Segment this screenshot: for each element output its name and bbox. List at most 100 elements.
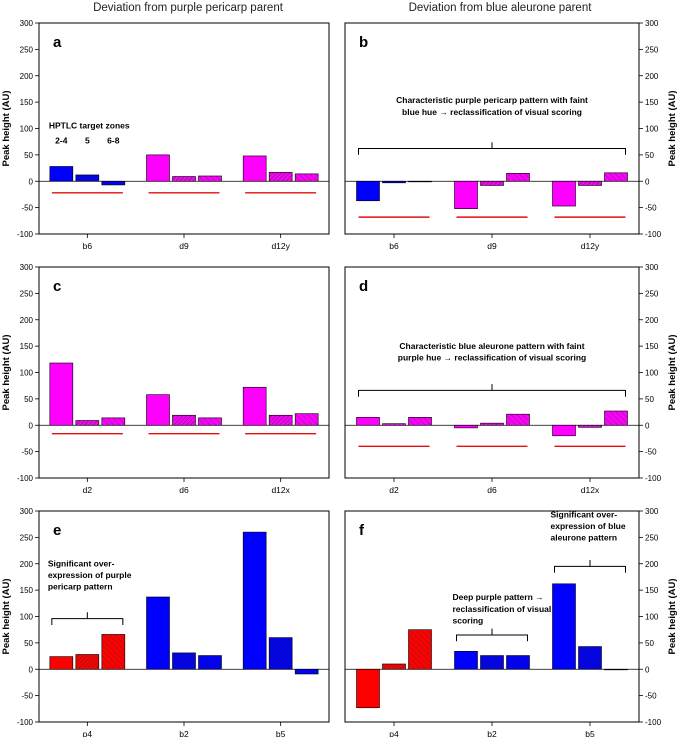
bar (294, 173, 319, 182)
y-tick-label: 300 (645, 507, 659, 516)
column-title-left: Deviation from purple pericarp parent (93, 2, 284, 14)
category-label: d9 (487, 241, 497, 251)
bar (578, 180, 602, 186)
y-tick-label: -100 (17, 718, 34, 727)
y-tick-label: 150 (645, 98, 659, 107)
bar (480, 422, 504, 426)
bar (356, 180, 380, 202)
bar (480, 655, 504, 670)
bar (480, 180, 504, 186)
y-axis-label: Peak height (AU) (1, 578, 12, 654)
panel-letter: d (359, 278, 368, 295)
panel-letter: a (53, 34, 62, 51)
y-tick-label: 250 (645, 289, 659, 298)
bar (294, 413, 319, 426)
bar (198, 175, 222, 182)
annotation-bracket (51, 612, 124, 625)
category-label: d12y (581, 241, 600, 251)
y-tick-label: -100 (645, 474, 662, 483)
bar (49, 362, 74, 426)
panel-letter: f (359, 522, 365, 539)
bar (604, 410, 628, 426)
category-label: d12x (271, 485, 290, 495)
bar (198, 417, 222, 426)
y-tick-label: -50 (645, 448, 657, 457)
y-tick-label: 300 (645, 263, 659, 272)
y-tick-label: 300 (20, 19, 34, 28)
category-label: d6 (487, 485, 497, 495)
y-tick-label: 0 (29, 177, 34, 186)
y-tick-label: 100 (645, 369, 659, 378)
y-tick-label: -50 (21, 448, 33, 457)
y-tick-label: 50 (645, 639, 654, 648)
annotation-text: Significant over- (551, 509, 618, 519)
annotation-text: expression of purple (48, 570, 132, 580)
panel-letter: b (359, 34, 368, 51)
bar (454, 180, 478, 209)
bar (408, 629, 432, 670)
y-axis-label: Peak height (AU) (667, 578, 678, 654)
y-tick-label: -100 (17, 230, 34, 239)
category-label: b5 (585, 729, 595, 737)
bar (75, 420, 100, 426)
annotation-text: Characteristic blue aleurone pattern wit… (399, 341, 584, 351)
bar (268, 637, 293, 670)
bar (101, 417, 126, 426)
category-label: d2 (83, 485, 93, 495)
annotation-text: aleurone pattern (551, 533, 618, 543)
category-label: d2 (389, 485, 399, 495)
annotation-bracket (358, 384, 626, 397)
bar (506, 413, 530, 426)
category-label: b6 (389, 241, 399, 251)
bar (552, 424, 576, 437)
y-tick-label: 50 (24, 151, 33, 160)
category-label: p4 (83, 729, 93, 737)
panel-b: -100 -50 0 50 100 150 200 250 300 Peak height (AU… (344, 19, 678, 251)
bar (604, 172, 628, 182)
column-title-right: Deviation from blue aleurone parent (409, 2, 593, 14)
annotation-text: scoring (453, 615, 484, 625)
bar (242, 386, 267, 426)
bar (382, 180, 406, 184)
panel-f: -100 -50 0 50 100 150 200 250 300 Peak height (AU… (344, 507, 678, 739)
bar (408, 417, 432, 426)
bar (578, 424, 602, 428)
annotation-bracket (554, 560, 626, 573)
y-tick-label: -100 (17, 474, 34, 483)
y-tick-label: 50 (645, 151, 654, 160)
y-tick-label: 150 (20, 98, 34, 107)
y-tick-label: 200 (645, 560, 659, 569)
y-tick-label: 200 (20, 72, 34, 81)
bar (146, 596, 170, 670)
annotation-text: 2-4 (55, 135, 68, 145)
y-tick-label: 0 (645, 177, 650, 186)
panel-letter: c (53, 278, 61, 295)
bar (268, 171, 293, 182)
bar (49, 656, 74, 670)
y-tick-label: 100 (645, 613, 659, 622)
bar (101, 634, 126, 670)
annotation-text: 5 (85, 135, 90, 145)
bar (198, 655, 222, 670)
y-tick-label: 150 (645, 342, 659, 351)
y-tick-label: 200 (645, 316, 659, 325)
bar (356, 668, 380, 709)
bar (552, 180, 576, 207)
y-tick-label: 250 (20, 533, 34, 542)
annotation-text: purple hue → reclassification of visual … (398, 352, 586, 362)
bar (382, 663, 406, 670)
bar (242, 531, 267, 670)
y-tick-label: 0 (645, 665, 650, 674)
y-tick-label: 300 (20, 507, 34, 516)
y-tick-label: 250 (645, 533, 659, 542)
y-axis-label: Peak height (AU) (1, 334, 12, 410)
plot-frame (344, 22, 640, 235)
y-tick-label: 100 (20, 125, 34, 134)
category-label: d12x (581, 485, 600, 495)
bar (172, 176, 196, 182)
bar (242, 155, 267, 182)
y-tick-label: 200 (20, 316, 34, 325)
y-tick-label: 300 (20, 263, 34, 272)
y-tick-label: 150 (20, 342, 34, 351)
annotation-text: pericarp pattern (48, 582, 113, 592)
